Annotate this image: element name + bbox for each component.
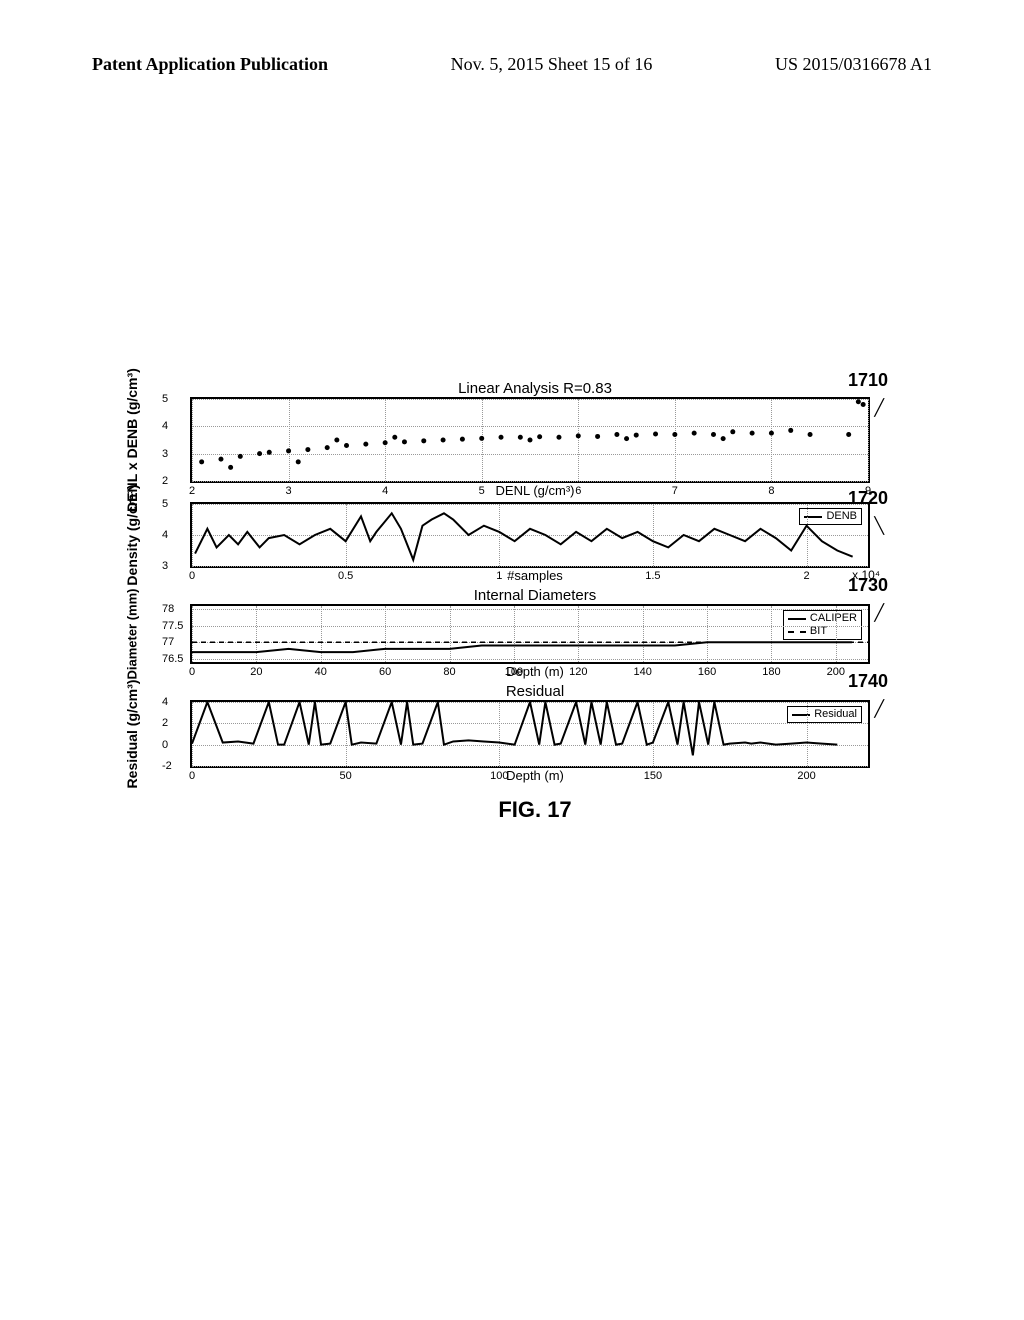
plot4-xlabel: Depth (m) bbox=[190, 768, 880, 783]
tag-1720-tick: ╲ bbox=[874, 516, 884, 536]
tag-1730-tick: ╱ bbox=[874, 603, 884, 623]
plot1-title: Linear Analysis R=0.83 bbox=[190, 380, 880, 397]
plot2-frame: Density (g/cm³) DENB 34500.511.52 bbox=[190, 502, 870, 568]
plot3-frame: Diameter (mm) CALIPER BIT 76.57777.57802… bbox=[190, 604, 870, 664]
header-right: US 2015/0316678 A1 bbox=[775, 54, 932, 75]
figure-caption: FIG. 17 bbox=[190, 797, 880, 823]
plot1-frame: DENL x DENB (g/cm³) 234523456789 bbox=[190, 397, 870, 483]
plot1-xlabel: DENL (g/cm³) bbox=[190, 483, 880, 498]
page-header: Patent Application Publication Nov. 5, 2… bbox=[0, 0, 1024, 75]
plot2-xlabel: #samples bbox=[190, 568, 880, 583]
plot3-title: Internal Diameters bbox=[190, 587, 880, 604]
plot4-title: Residual bbox=[190, 683, 880, 700]
header-center: Nov. 5, 2015 Sheet 15 of 16 bbox=[451, 54, 653, 75]
plot-1-wrap: 1710 Linear Analysis R=0.83 ╱ DENL x DEN… bbox=[120, 380, 880, 498]
plot-3-wrap: 1730 ╱ Internal Diameters Diameter (mm) … bbox=[120, 587, 880, 679]
tag-1710: 1710 bbox=[848, 370, 888, 391]
plot4-frame: Residual (g/cm³) Residual -2024050100150… bbox=[190, 700, 870, 768]
tag-1730: 1730 bbox=[848, 575, 888, 596]
plot4-ylabel: Residual (g/cm³) bbox=[124, 634, 140, 834]
tag-1710-tick: ╱ bbox=[874, 398, 884, 418]
header-left: Patent Application Publication bbox=[92, 54, 328, 75]
tag-1740: 1740 bbox=[848, 671, 888, 692]
plot-2-wrap: 1720 ╲ Density (g/cm³) DENB 34500.511.52… bbox=[120, 502, 880, 583]
tag-1740-tick: ╱ bbox=[874, 699, 884, 719]
plot-4-wrap: 1740 ╱ Residual Residual (g/cm³) Residua… bbox=[120, 683, 880, 783]
figure-17: 1710 Linear Analysis R=0.83 ╱ DENL x DEN… bbox=[120, 380, 880, 823]
